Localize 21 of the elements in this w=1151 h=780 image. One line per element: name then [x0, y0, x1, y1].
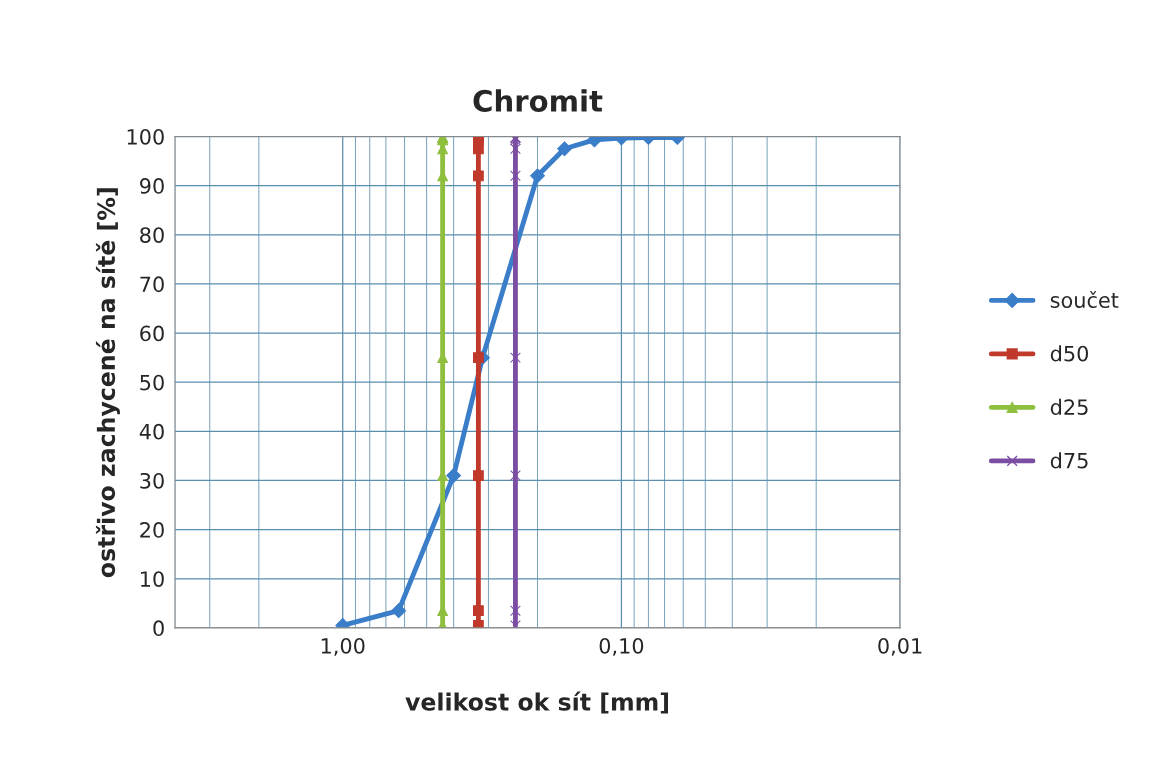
y-tick-label: 90 — [140, 178, 164, 194]
y-tick-label: 20 — [140, 522, 164, 538]
y-tick-label: 10 — [141, 571, 164, 587]
legend-label: součet — [1050, 291, 1119, 308]
y-tick-label: 70 — [140, 276, 164, 293]
x-tick-label: 0,10 — [599, 637, 644, 656]
y-tick-label: 30 — [140, 472, 164, 489]
x-axis-title: velikost ok sít [mm] — [405, 691, 669, 714]
y-tick-label: 0 — [153, 620, 164, 637]
x-tick-label: 1,00 — [321, 637, 365, 656]
y-tick-label: 50 — [140, 374, 164, 391]
y-axis-title: ostřivo zachycené na sítě [%] — [95, 188, 120, 578]
chart-title: Chromit — [473, 89, 603, 112]
x-tick-label: 0,01 — [878, 637, 922, 656]
y-tick-label: 40 — [139, 423, 164, 440]
y-tick-label: 60 — [140, 325, 164, 342]
legend-label: d75 — [1050, 452, 1088, 469]
y-tick-label: 80 — [140, 227, 164, 243]
legend-label: d50 — [1050, 345, 1089, 362]
y-tick-label: 100 — [127, 128, 164, 145]
legend-label: d25 — [1050, 398, 1088, 415]
